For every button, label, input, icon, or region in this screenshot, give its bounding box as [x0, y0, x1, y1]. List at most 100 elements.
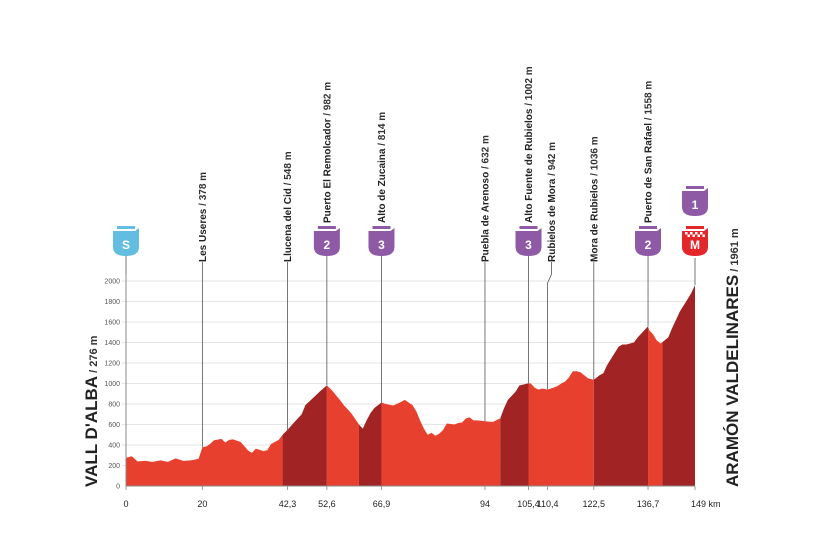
profile-segment-light	[326, 385, 359, 486]
waypoint-name: Puebla de Arenoso	[480, 172, 491, 262]
badge-shape	[682, 188, 708, 216]
checker-square	[690, 232, 693, 235]
profile-segment-dark	[358, 402, 382, 486]
waypoint-line	[547, 262, 552, 390]
x-tick-label: 66,9	[373, 499, 391, 509]
profile-segment-light	[648, 326, 663, 486]
checker-square	[687, 234, 690, 237]
profile-segment-light	[126, 434, 283, 486]
checker-square	[702, 234, 705, 237]
waypoint-altitude: / 548 m	[283, 151, 294, 188]
waypoint-markers: Les Useres / 378 m Llucena del Cid / 548 …	[125, 66, 696, 458]
checker-square	[700, 232, 703, 235]
waypoint-name: Rubielos de Mora	[547, 178, 558, 262]
badge-climb: 2	[635, 226, 662, 256]
badge-label: 2	[645, 238, 652, 252]
y-tick-label: 600	[108, 422, 120, 429]
badge-finish: M	[682, 226, 708, 256]
profile-segment-dark	[282, 385, 327, 486]
profile-segment-light	[381, 399, 501, 486]
waypoint-name: Alto Fuente de Rubielos	[524, 108, 535, 223]
waypoint-name: Puerto de San Rafael	[644, 123, 655, 223]
category-badges: S 2 3 3 2 1 M	[113, 186, 708, 256]
checker-square	[692, 234, 695, 237]
badge-tab	[317, 226, 336, 229]
badge-shape	[113, 228, 139, 256]
profile-segment-light	[528, 371, 594, 486]
y-tick-label: 800	[108, 402, 120, 409]
waypoint-label: Rubielos de Mora / 942 m	[547, 142, 558, 262]
waypoint-altitude: / 632 m	[480, 135, 491, 172]
badge-climb: 3	[515, 226, 542, 256]
waypoint-name: Les Useres	[198, 208, 209, 262]
waypoint-name: Alto de Zucaina	[377, 148, 388, 223]
x-tick-label: 94	[480, 499, 490, 509]
y-tick-label: 1000	[104, 381, 120, 388]
waypoint-altitude: / 1558 m	[644, 81, 655, 123]
chart-axes: 0 200 400 600 800 1000 1200 1400 1600 1800 2000 0 20…	[104, 274, 721, 509]
waypoint-name: Mora de Rubielos	[589, 178, 600, 262]
waypoint-label: Puerto El Remolcador / 982 m	[322, 82, 333, 223]
y-tick-label: 1200	[104, 361, 120, 368]
checker-square	[695, 232, 698, 235]
waypoint-name: Llucena del Cid	[283, 188, 294, 262]
waypoint-altitude: / 982 m	[322, 82, 333, 119]
badge-tab	[372, 226, 391, 229]
y-tick-label: 1800	[104, 299, 120, 306]
x-tick-label: 136,7	[637, 499, 660, 509]
waypoint-altitude: / 1036 m	[589, 136, 600, 178]
profile-segment-dark	[593, 326, 649, 486]
start-town-label: VALL D'ALBA / 276 m	[82, 335, 101, 487]
x-tick-label: 122,5	[583, 499, 606, 509]
waypoint-label: Mora de Rubielos / 1036 m	[589, 136, 600, 262]
waypoint-label: Les Useres / 378 m	[198, 172, 209, 262]
finish-town-label: ARAMÓN VALDELINARES / 1961 m	[723, 228, 742, 487]
badge-climb: 2	[313, 226, 340, 256]
badge-label: 1	[692, 198, 699, 212]
y-tick-label: 1400	[104, 340, 120, 347]
x-tick-label: 105,4	[517, 499, 540, 509]
profile-segment-dark	[500, 383, 529, 486]
badge-sprint: S	[113, 226, 139, 256]
badge-shape	[368, 228, 395, 256]
waypoint-label: Alto de Zucaina / 814 m	[377, 112, 388, 223]
elevation-profile-area	[126, 285, 695, 486]
badge-tab	[519, 226, 538, 229]
badge-tab	[686, 186, 704, 189]
waypoint-altitude: / 1002 m	[524, 66, 535, 108]
waypoint-altitude: / 378 m	[198, 172, 209, 209]
waypoint-label: Puebla de Arenoso / 632 m	[480, 135, 491, 262]
waypoint-altitude: / 942 m	[547, 142, 558, 179]
waypoint-name: Puerto El Remolcador	[322, 118, 333, 223]
badge-label: S	[122, 238, 130, 252]
x-tick-label: 20	[197, 499, 207, 509]
y-tick-label: 0	[116, 484, 120, 491]
badge-climb: 3	[368, 226, 395, 256]
profile-segment-dark	[662, 285, 695, 486]
waypoint-label: Llucena del Cid / 548 m	[283, 151, 294, 262]
badge-label: M	[690, 238, 700, 252]
badge-tab	[639, 226, 658, 229]
badge-tab	[686, 226, 704, 229]
badge-shape	[313, 228, 340, 256]
badge-label: 2	[324, 238, 331, 252]
x-tick-label: 149 km	[691, 499, 721, 509]
x-tick-label: 42,3	[279, 499, 297, 509]
waypoint-label: Puerto de San Rafael / 1558 m	[644, 81, 655, 223]
badge-climb: 1	[682, 186, 708, 216]
badge-label: 3	[525, 238, 532, 252]
badge-tab	[117, 226, 135, 229]
checker-square	[697, 234, 700, 237]
badge-label: 3	[378, 238, 385, 252]
waypoint-altitude: / 814 m	[377, 112, 388, 149]
waypoint-label: Alto Fuente de Rubielos / 1002 m	[524, 66, 535, 223]
badge-shape	[515, 228, 542, 256]
y-tick-label: 2000	[104, 279, 120, 286]
x-tick-label: 52,6	[318, 499, 336, 509]
y-tick-label: 200	[108, 463, 120, 470]
y-tick-label: 400	[108, 443, 120, 450]
badge-shape	[635, 228, 662, 256]
y-tick-label: 1600	[104, 320, 120, 327]
checker-square	[685, 232, 688, 235]
